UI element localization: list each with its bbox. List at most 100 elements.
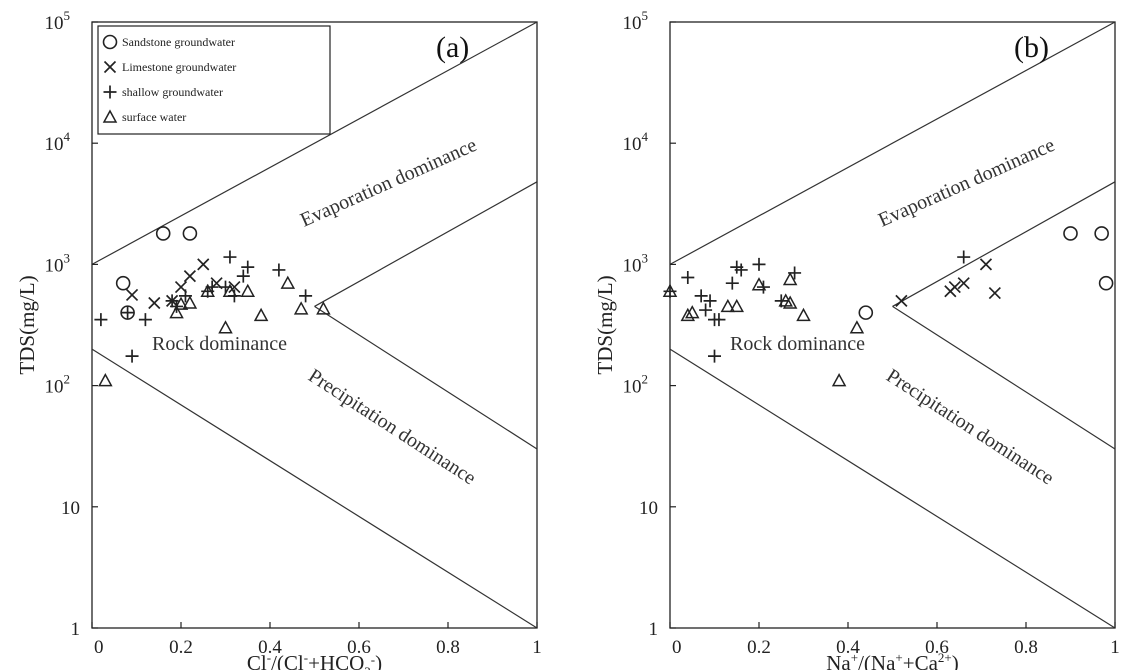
y-tick-base: 10 — [45, 13, 64, 34]
legend-marker-triangle — [102, 109, 118, 123]
data-point-plus — [699, 303, 713, 317]
x-tick-label: 0.8 — [1014, 637, 1038, 658]
data-point-circle — [155, 226, 171, 241]
y-tick-label: 105 — [45, 8, 71, 34]
data-point-x — [228, 280, 241, 294]
boundary-line-3 — [314, 181, 538, 307]
zone-label-precipitation: Precipitation dominance — [304, 365, 480, 490]
data-point-plus — [703, 294, 717, 308]
boundary-line-4 — [892, 305, 1116, 450]
y-tick-exponent: 5 — [642, 8, 649, 23]
series-triangle — [662, 271, 865, 387]
data-point-circle — [1063, 226, 1078, 241]
data-point-triangle — [253, 307, 269, 322]
y-tick-exponent: 3 — [642, 250, 649, 265]
x-axis-title-part: - — [371, 652, 375, 667]
y-tick-exponent: 3 — [64, 250, 71, 265]
data-point-triangle — [316, 301, 331, 315]
data-point-x — [125, 288, 139, 302]
data-point-plus — [205, 280, 219, 294]
y-tick-label: 102 — [45, 372, 71, 398]
y-tick-label: 1 — [649, 619, 659, 640]
data-point-x — [948, 280, 961, 294]
data-point-plus — [121, 306, 135, 320]
boundary-line-4 — [314, 305, 538, 450]
data-point-triangle — [98, 373, 113, 387]
y-tick-base: 10 — [61, 498, 80, 519]
data-point-triangle — [662, 283, 678, 298]
zone-label-evaporation: Evaporation dominance — [875, 134, 1058, 232]
zone-label-evaporation: Evaporation dominance — [297, 134, 480, 232]
y-tick-base: 10 — [623, 134, 642, 155]
zone-label-precipitation: Precipitation dominance — [882, 365, 1058, 490]
x-axis-title-part: + — [851, 650, 858, 665]
legend-marker-plus — [103, 85, 117, 99]
x-axis-title-part: - — [267, 650, 271, 665]
x-axis-title-part: /(Cl — [271, 651, 304, 670]
zone-label-rock: Rock dominance — [730, 333, 865, 355]
y-tick-exponent: 4 — [64, 129, 71, 144]
y-tick-base: 10 — [623, 255, 642, 276]
data-point-triangle — [684, 305, 700, 319]
data-point-triangle — [293, 301, 309, 315]
y-axis-title: TDS(mg/L) — [593, 275, 617, 374]
x-tick-label: 0.2 — [747, 637, 771, 658]
legend-item-label: Sandstone groundwater — [122, 35, 235, 49]
x-axis-title-part: /(Na — [858, 651, 896, 670]
y-tick-base: 10 — [639, 498, 658, 519]
series-triangle — [98, 275, 331, 387]
x-tick-label: 0.4 — [836, 637, 860, 658]
chart-panel-a: 0 0.2 0.4 0.6 0.8 1110102103104105(a)TDS(mg/L… — [15, 8, 542, 670]
x-axis-title-part: Na — [826, 651, 851, 670]
data-point-circle — [182, 226, 198, 241]
y-tick-label: 10 — [61, 498, 80, 519]
series-plus — [663, 250, 971, 363]
x-tick-label: 0 — [672, 637, 682, 658]
plot-frame — [91, 21, 538, 629]
data-point-plus — [236, 269, 250, 283]
y-tick-label: 104 — [623, 129, 649, 155]
y-tick-base: 10 — [45, 134, 64, 155]
data-point-plus — [694, 289, 708, 303]
data-point-plus — [957, 250, 971, 264]
x-tick-label: 1 — [1110, 637, 1120, 658]
data-point-plus — [241, 260, 255, 274]
data-point-plus — [223, 250, 237, 264]
data-point-triangle — [280, 275, 296, 289]
x-tick-label: 0.4 — [258, 637, 282, 658]
legend: Sandstone groundwater Limestone groundwat… — [97, 25, 331, 135]
data-point-circle — [858, 305, 874, 320]
data-point-triangle — [680, 307, 696, 322]
zone-label-rock: Rock dominance — [152, 333, 287, 355]
x-axis-title-part: ) — [952, 651, 959, 670]
x-axis-title-part: ) — [375, 651, 382, 670]
data-point-plus — [734, 263, 748, 277]
y-tick-exponent: 5 — [64, 8, 71, 23]
x-axis-title-part: - — [304, 650, 308, 665]
x-tick-label: 0.6 — [925, 637, 949, 658]
data-point-triangle — [751, 277, 767, 291]
data-point-x — [988, 286, 1001, 300]
data-point-triangle — [182, 295, 198, 309]
data-point-triangle — [849, 320, 865, 334]
boundary-line-2 — [669, 348, 1116, 629]
y-tick-base: 10 — [623, 13, 642, 34]
x-axis-title-part: Cl — [247, 651, 267, 670]
data-point-triangle — [831, 373, 847, 387]
y-tick-label: 10 — [639, 498, 658, 519]
data-point-plus — [219, 280, 232, 294]
plot-frame — [669, 21, 1116, 629]
data-point-x — [197, 258, 210, 271]
y-tick-base: 10 — [45, 255, 64, 276]
legend-box — [97, 25, 331, 135]
data-point-plus — [681, 270, 695, 284]
data-point-plus — [94, 313, 108, 327]
y-tick-exponent: 4 — [642, 129, 649, 144]
y-tick-base: 10 — [45, 377, 64, 398]
data-point-plus — [708, 349, 721, 363]
data-point-x — [979, 258, 993, 271]
panel-label: (b) — [1014, 31, 1049, 64]
data-point-plus — [299, 289, 313, 303]
y-tick-label: 102 — [623, 372, 649, 398]
